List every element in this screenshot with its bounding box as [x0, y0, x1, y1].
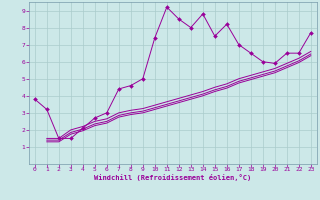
X-axis label: Windchill (Refroidissement éolien,°C): Windchill (Refroidissement éolien,°C): [94, 174, 252, 181]
